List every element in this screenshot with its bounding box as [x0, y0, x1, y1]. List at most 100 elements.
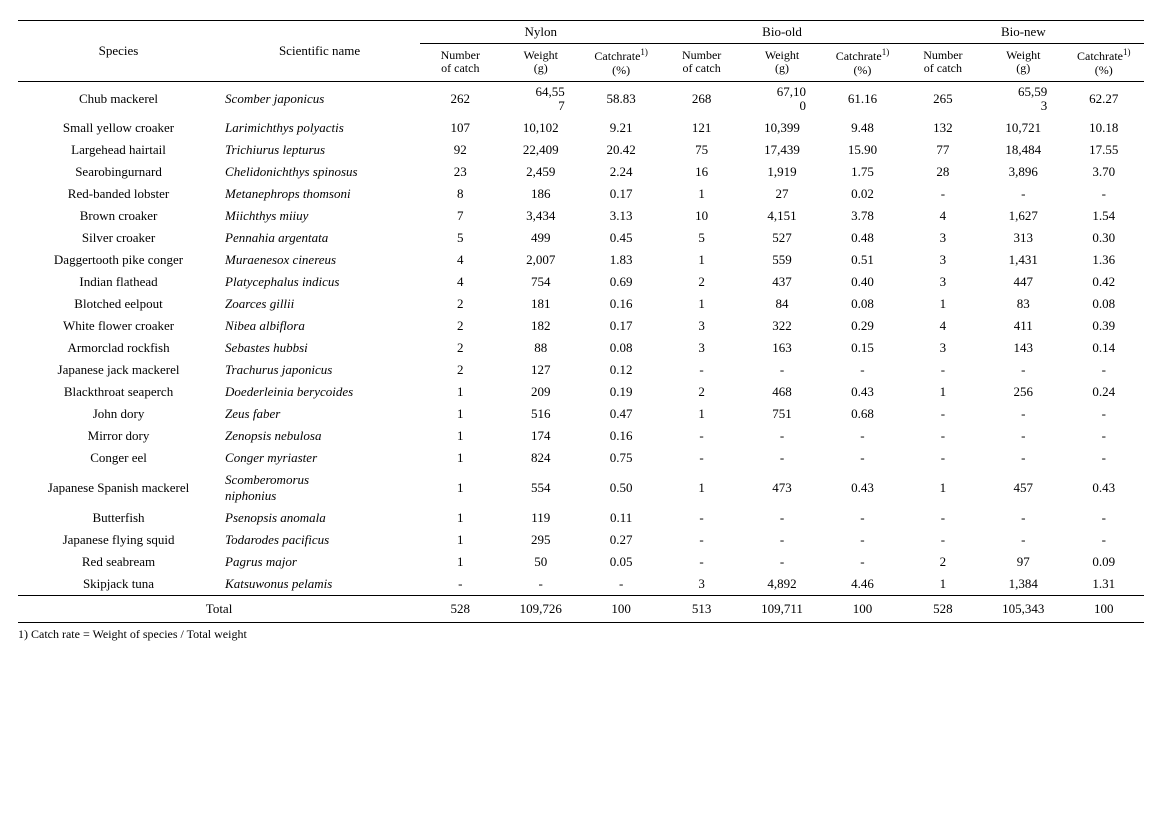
species-name: Brown croaker	[18, 205, 219, 227]
data-cell: 0.51	[822, 249, 902, 271]
data-cell: 2,459	[501, 161, 581, 183]
species-name: Butterfish	[18, 507, 219, 529]
table-row: Blotched eelpoutZoarces gillii21810.1618…	[18, 293, 1144, 315]
data-cell: 28	[903, 161, 983, 183]
data-cell: 457	[983, 469, 1063, 507]
data-cell: -	[983, 183, 1063, 205]
table-row: Japanese jack mackerelTrachurus japonicu…	[18, 359, 1144, 381]
data-cell: -	[983, 529, 1063, 551]
data-cell: 1	[420, 469, 500, 507]
data-cell: 2	[420, 359, 500, 381]
table-row: Conger eelConger myriaster18240.75------	[18, 447, 1144, 469]
data-cell: 92	[420, 139, 500, 161]
data-cell: 0.47	[581, 403, 661, 425]
data-cell: 468	[742, 381, 822, 403]
data-cell: 0.43	[822, 381, 902, 403]
data-cell: 2	[903, 551, 983, 573]
data-cell: 313	[983, 227, 1063, 249]
data-cell: 1.83	[581, 249, 661, 271]
species-name: Red seabream	[18, 551, 219, 573]
data-cell: 3	[903, 227, 983, 249]
species-name: Japanese flying squid	[18, 529, 219, 551]
data-cell: -	[661, 507, 741, 529]
data-cell: -	[983, 425, 1063, 447]
data-cell: 1	[420, 507, 500, 529]
catch-comparison-table: Species Scientific name Nylon Bio-old Bi…	[18, 20, 1144, 623]
data-cell: 18,484	[983, 139, 1063, 161]
table-row: Armorclad rockfishSebastes hubbsi2880.08…	[18, 337, 1144, 359]
data-cell: 23	[420, 161, 500, 183]
data-cell: 64,557	[501, 81, 581, 117]
data-cell: 9.48	[822, 117, 902, 139]
data-cell: 1	[903, 293, 983, 315]
data-cell: 143	[983, 337, 1063, 359]
data-cell: 0.09	[1064, 551, 1145, 573]
data-cell: 516	[501, 403, 581, 425]
scientific-name: Larimichthys polyactis	[219, 117, 420, 139]
data-cell: 1,627	[983, 205, 1063, 227]
header-species: Species	[18, 21, 219, 82]
data-cell: 182	[501, 315, 581, 337]
data-cell: 4	[420, 249, 500, 271]
data-cell: 0.12	[581, 359, 661, 381]
data-cell: 2	[661, 271, 741, 293]
data-cell: 75	[661, 139, 741, 161]
total-cell: 100	[1064, 595, 1145, 622]
data-cell: 1.36	[1064, 249, 1145, 271]
data-cell: -	[742, 359, 822, 381]
data-cell: 1	[903, 381, 983, 403]
data-cell: -	[903, 447, 983, 469]
data-cell: 0.08	[1064, 293, 1145, 315]
data-cell: 0.11	[581, 507, 661, 529]
table-row: ButterfishPsenopsis anomala11190.11-----…	[18, 507, 1144, 529]
data-cell: 3	[903, 271, 983, 293]
data-cell: 3.13	[581, 205, 661, 227]
subheader-rate: Catchrate1)(%)	[581, 44, 661, 82]
data-cell: -	[1064, 403, 1145, 425]
subheader-weight: Weight(g)	[742, 44, 822, 82]
data-cell: 1.75	[822, 161, 902, 183]
data-cell: -	[903, 359, 983, 381]
data-cell: 0.14	[1064, 337, 1145, 359]
data-cell: 754	[501, 271, 581, 293]
data-cell: 3,896	[983, 161, 1063, 183]
data-cell: -	[822, 425, 902, 447]
data-cell: -	[1064, 359, 1145, 381]
data-cell: 1.54	[1064, 205, 1145, 227]
data-cell: 127	[501, 359, 581, 381]
data-cell: 4,151	[742, 205, 822, 227]
data-cell: -	[903, 529, 983, 551]
data-cell: 0.30	[1064, 227, 1145, 249]
data-cell: 77	[903, 139, 983, 161]
data-cell: 295	[501, 529, 581, 551]
table-row: Indian flatheadPlatycephalus indicus4754…	[18, 271, 1144, 293]
data-cell: 27	[742, 183, 822, 205]
subheader-rate: Catchrate1)(%)	[822, 44, 902, 82]
data-cell: -	[501, 573, 581, 596]
data-cell: 0.17	[581, 315, 661, 337]
data-cell: -	[742, 425, 822, 447]
subheader-weight: Weight(g)	[501, 44, 581, 82]
data-cell: 97	[983, 551, 1063, 573]
data-cell: 62.27	[1064, 81, 1145, 117]
total-cell: 528	[903, 595, 983, 622]
data-cell: -	[661, 359, 741, 381]
data-cell: 107	[420, 117, 500, 139]
scientific-name: Metanephrops thomsoni	[219, 183, 420, 205]
data-cell: 1	[420, 403, 500, 425]
total-cell: 100	[581, 595, 661, 622]
data-cell: -	[742, 447, 822, 469]
scientific-name: Conger myriaster	[219, 447, 420, 469]
data-cell: -	[1064, 529, 1145, 551]
data-cell: 0.17	[581, 183, 661, 205]
data-cell: 0.02	[822, 183, 902, 205]
data-cell: -	[420, 573, 500, 596]
data-cell: 4	[903, 205, 983, 227]
table-row: Mirror doryZenopsis nebulosa11740.16----…	[18, 425, 1144, 447]
data-cell: -	[983, 507, 1063, 529]
data-cell: 22,409	[501, 139, 581, 161]
species-name: Japanese jack mackerel	[18, 359, 219, 381]
total-cell: 100	[822, 595, 902, 622]
data-cell: -	[822, 359, 902, 381]
scientific-name: Doederleinia berycoides	[219, 381, 420, 403]
